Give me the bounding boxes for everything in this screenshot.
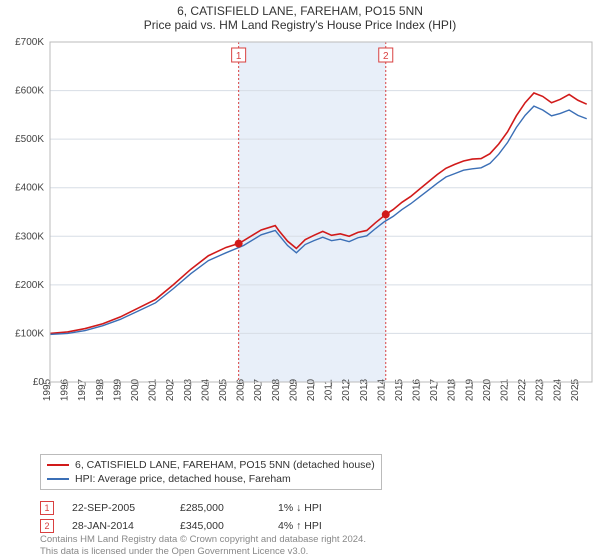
title-line-1: 6, CATISFIELD LANE, FAREHAM, PO15 5NN xyxy=(0,4,600,18)
sale-date: 22-SEP-2005 xyxy=(72,502,162,514)
legend: 6, CATISFIELD LANE, FAREHAM, PO15 5NN (d… xyxy=(40,454,382,490)
svg-text:£300K: £300K xyxy=(15,231,44,242)
svg-text:£200K: £200K xyxy=(15,280,44,291)
svg-text:£600K: £600K xyxy=(15,86,44,97)
sale-price: £285,000 xyxy=(180,502,260,514)
legend-swatch xyxy=(47,464,69,466)
chart-title-area: 6, CATISFIELD LANE, FAREHAM, PO15 5NN Pr… xyxy=(0,0,600,34)
svg-text:£500K: £500K xyxy=(15,134,44,145)
sale-marker-icon: 2 xyxy=(40,519,54,533)
chart-container: £0£100K£200K£300K£400K£500K£600K£700K199… xyxy=(0,34,600,430)
legend-item: HPI: Average price, detached house, Fare… xyxy=(47,472,375,486)
svg-text:2: 2 xyxy=(383,51,389,62)
sale-row: 1 22-SEP-2005 £285,000 1% ↓ HPI xyxy=(40,499,322,517)
sale-delta: 4% ↑ HPI xyxy=(278,520,322,532)
legend-item: 6, CATISFIELD LANE, FAREHAM, PO15 5NN (d… xyxy=(47,458,375,472)
legend-swatch xyxy=(47,478,69,480)
legend-label: HPI: Average price, detached house, Fare… xyxy=(75,473,291,485)
svg-text:£100K: £100K xyxy=(15,328,44,339)
footer-line-1: Contains HM Land Registry data © Crown c… xyxy=(40,534,366,545)
sale-price: £345,000 xyxy=(180,520,260,532)
sale-marker-icon: 1 xyxy=(40,501,54,515)
svg-text:1: 1 xyxy=(236,51,242,62)
legend-label: 6, CATISFIELD LANE, FAREHAM, PO15 5NN (d… xyxy=(75,459,375,471)
footer-attribution: Contains HM Land Registry data © Crown c… xyxy=(40,534,366,557)
sales-table: 1 22-SEP-2005 £285,000 1% ↓ HPI 2 28-JAN… xyxy=(40,499,322,535)
sale-row: 2 28-JAN-2014 £345,000 4% ↑ HPI xyxy=(40,517,322,535)
price-chart: £0£100K£200K£300K£400K£500K£600K£700K199… xyxy=(0,34,600,430)
sale-date: 28-JAN-2014 xyxy=(72,520,162,532)
svg-text:£400K: £400K xyxy=(15,183,44,194)
sale-delta: 1% ↓ HPI xyxy=(278,502,322,514)
footer-line-2: This data is licensed under the Open Gov… xyxy=(40,546,366,557)
title-line-2: Price paid vs. HM Land Registry's House … xyxy=(0,18,600,32)
svg-text:£700K: £700K xyxy=(15,37,44,48)
